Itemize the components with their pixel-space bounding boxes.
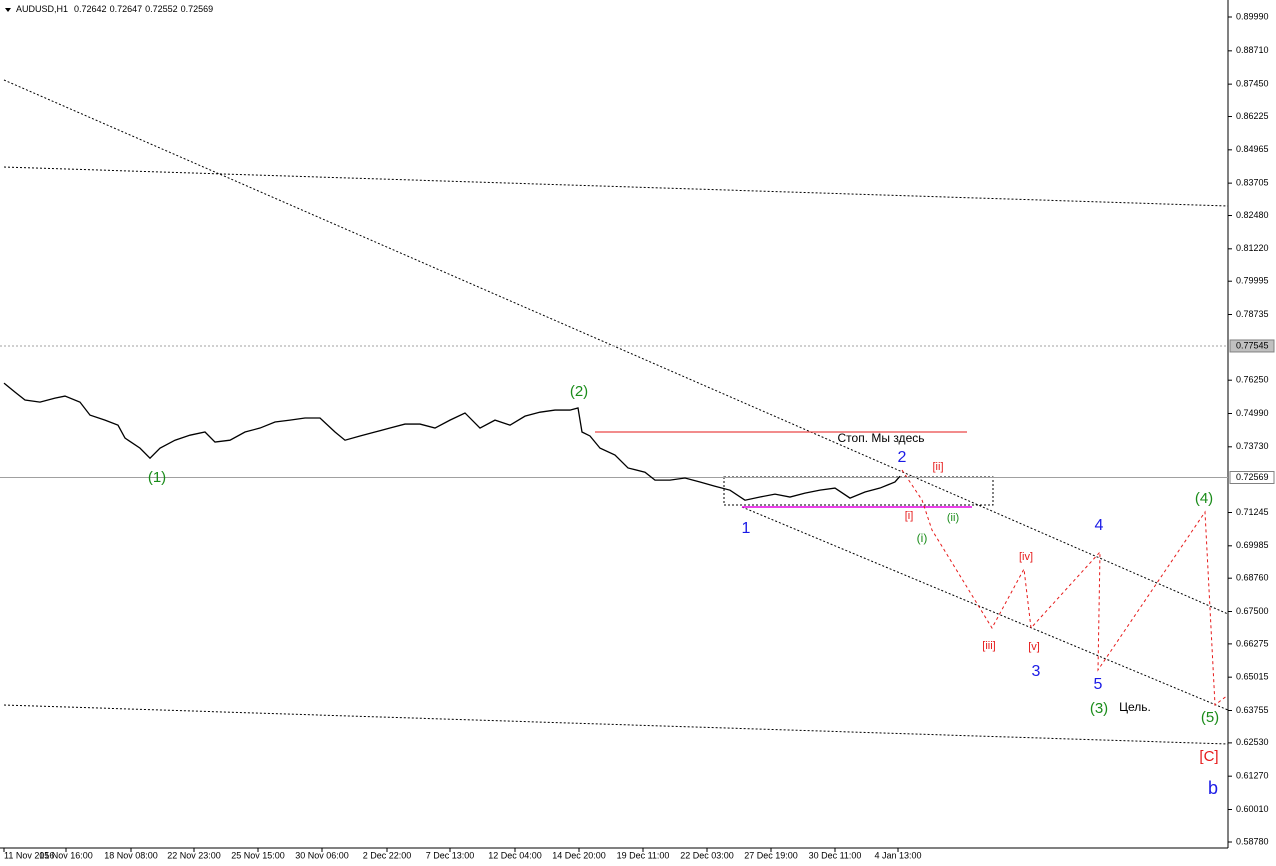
header-close: 0.72569 bbox=[181, 4, 214, 14]
price-label: 0.72569 bbox=[1236, 472, 1269, 482]
wave-label: 5 bbox=[1094, 676, 1103, 693]
y-tick-label: 0.82480 bbox=[1236, 210, 1269, 220]
x-tick-label: 25 Nov 15:00 bbox=[231, 850, 285, 860]
wave-label: (ii) bbox=[947, 512, 959, 524]
wave-label: [ii] bbox=[933, 461, 944, 473]
y-tick-label: 0.89990 bbox=[1236, 11, 1269, 21]
wave-label: (3) bbox=[1090, 700, 1108, 717]
y-tick-label: 0.69985 bbox=[1236, 540, 1269, 550]
wave-label: (2) bbox=[570, 383, 588, 400]
y-tick-label: 0.58780 bbox=[1236, 836, 1269, 846]
y-tick-label: 0.68760 bbox=[1236, 573, 1269, 583]
y-tick-label: 0.60010 bbox=[1236, 804, 1269, 814]
trend-line bbox=[3, 704, 1229, 745]
y-tick-label: 0.67500 bbox=[1236, 606, 1269, 616]
x-tick-label: 19 Dec 11:00 bbox=[617, 850, 670, 860]
x-tick-label: 15 Nov 16:00 bbox=[39, 850, 93, 860]
y-tick-label: 0.71245 bbox=[1236, 507, 1269, 517]
header-arrow bbox=[5, 8, 11, 12]
y-tick-label: 0.78735 bbox=[1236, 309, 1269, 319]
trend-line bbox=[3, 166, 1229, 207]
header-symbol: AUDUSD,H1 bbox=[16, 4, 68, 14]
y-tick-label: 0.76250 bbox=[1236, 375, 1269, 385]
y-tick-label: 0.61270 bbox=[1236, 771, 1269, 781]
wave-label: (4) bbox=[1195, 490, 1213, 507]
y-tick-label: 0.88710 bbox=[1236, 45, 1269, 55]
y-tick-label: 0.74990 bbox=[1236, 408, 1269, 418]
x-tick-label: 11 Nov 2016 bbox=[4, 850, 54, 860]
price-line-series bbox=[3, 382, 901, 501]
x-tick-label: 12 Dec 04:00 bbox=[488, 850, 542, 860]
header: AUDUSD,H1 0.72642 0.72647 0.72552 0.72569 bbox=[5, 4, 213, 14]
price-label-box bbox=[1229, 471, 1275, 485]
x-tick-label: 22 Dec 03:00 bbox=[680, 850, 734, 860]
wave-label: [iv] bbox=[1019, 551, 1033, 563]
y-tick-label: 0.83705 bbox=[1236, 178, 1269, 188]
x-tick-label: 27 Dec 19:00 bbox=[744, 850, 798, 860]
y-tick-label: 0.81220 bbox=[1236, 243, 1269, 253]
range-box bbox=[723, 476, 994, 506]
wave-label: 3 bbox=[1032, 663, 1041, 680]
wave-label: b bbox=[1208, 778, 1218, 798]
wave-label: Цель. bbox=[1119, 700, 1151, 714]
y-tick-label: 0.87450 bbox=[1236, 79, 1269, 89]
trend-line bbox=[3, 79, 1229, 615]
price-label-box bbox=[1229, 339, 1275, 353]
x-tick-label: 2 Dec 22:00 bbox=[363, 850, 412, 860]
wave-label: 1 bbox=[742, 520, 751, 537]
header-text: AUDUSD,H1 0.72642 0.72647 0.72552 0.72569 bbox=[16, 4, 213, 14]
x-tick-label: 4 Jan 13:00 bbox=[874, 850, 921, 860]
wave-label: [C] bbox=[1199, 748, 1218, 765]
y-tick-label: 0.86225 bbox=[1236, 111, 1269, 121]
x-tick-label: 7 Dec 13:00 bbox=[426, 850, 475, 860]
x-tick-label: 30 Nov 06:00 bbox=[295, 850, 349, 860]
header-high: 0.72647 bbox=[110, 4, 143, 14]
y-tick-label: 0.66275 bbox=[1236, 638, 1269, 648]
wave-label: [v] bbox=[1028, 641, 1040, 653]
x-tick-label: 22 Nov 23:00 bbox=[167, 850, 221, 860]
y-tick-label: 0.62530 bbox=[1236, 737, 1269, 747]
wave-label: (1) bbox=[148, 469, 166, 486]
x-tick-label: 30 Dec 11:00 bbox=[809, 850, 862, 860]
trend-lines bbox=[3, 79, 1229, 745]
y-tick-label: 0.65015 bbox=[1236, 672, 1269, 682]
x-tick-label: 14 Dec 20:00 bbox=[552, 850, 606, 860]
wave-label: Стоп. Мы здесь bbox=[838, 431, 925, 445]
y-tick-label: 0.84965 bbox=[1236, 144, 1269, 154]
wave-label: 2 bbox=[898, 449, 907, 466]
header-low: 0.72552 bbox=[145, 4, 178, 14]
y-tick-label: 0.73730 bbox=[1236, 441, 1269, 451]
price-label: 0.77545 bbox=[1236, 340, 1269, 350]
wave-label: [iii] bbox=[982, 640, 995, 652]
x-tick-label: 18 Nov 08:00 bbox=[104, 850, 158, 860]
y-tick-label: 0.63755 bbox=[1236, 705, 1269, 715]
header-open: 0.72642 bbox=[74, 4, 107, 14]
wave-label: (i) bbox=[917, 531, 928, 545]
wave-label: [i] bbox=[905, 510, 914, 522]
wave-label: 4 bbox=[1095, 517, 1104, 534]
wave-label: (5) bbox=[1201, 709, 1219, 726]
y-tick-label: 0.79995 bbox=[1236, 276, 1269, 286]
